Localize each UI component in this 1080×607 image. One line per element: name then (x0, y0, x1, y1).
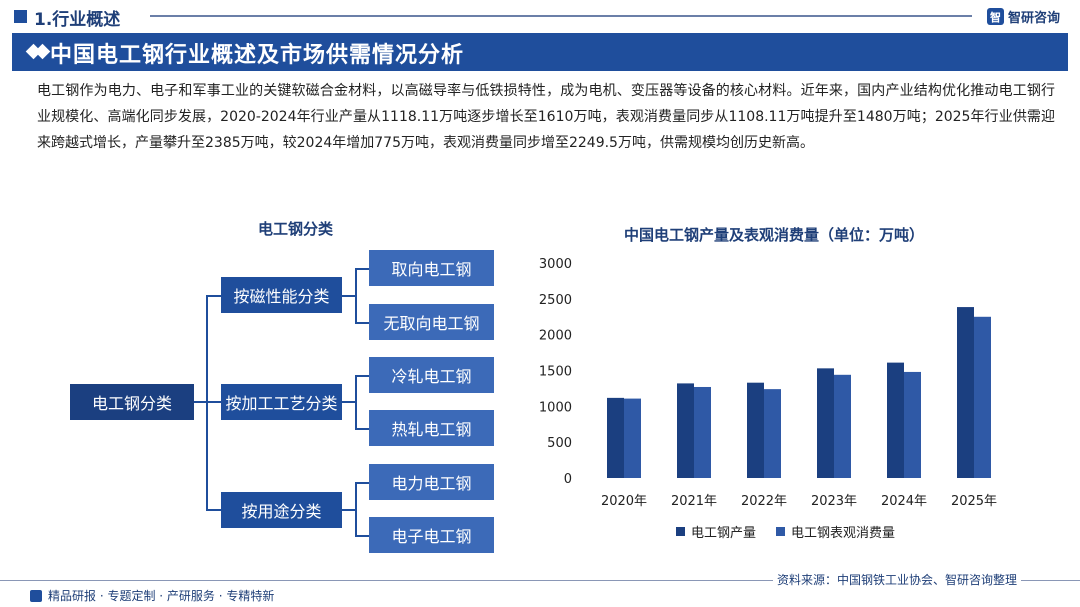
diagram-title: 电工钢分类 (258, 220, 334, 238)
bar-production (957, 307, 974, 478)
x-tick-label: 2023年 (811, 494, 857, 509)
y-tick-label: 500 (547, 436, 572, 451)
legend-label: 电工钢产量 (691, 526, 757, 541)
intro-paragraph: 电工钢作为电力、电子和军事工业的关键软磁合金材料，以高磁导率与低铁损特性，成为电… (37, 83, 1055, 151)
y-tick-label: 2500 (539, 293, 572, 308)
diagram-leaf: 热轧电工钢 (369, 410, 494, 446)
bar-consumption (694, 386, 711, 478)
footer-tagline: 精品研报 · 专题定制 · 产研服务 · 专精特新 (30, 587, 274, 604)
connector (355, 375, 369, 377)
bar-production (747, 382, 764, 478)
chart-title: 中国电工钢产量及表观消费量（单位：万吨） (624, 226, 925, 244)
y-tick-label: 3000 (539, 257, 572, 272)
logo-icon (30, 589, 42, 602)
legend-swatch (776, 527, 786, 536)
diagram-group: 按用途分类 (221, 492, 342, 528)
connector (206, 295, 221, 297)
x-tick-label: 2024年 (881, 494, 927, 509)
connector (355, 428, 369, 430)
diagram-group: 按加工工艺分类 (221, 384, 342, 420)
legend-label: 电工钢表观消费量 (791, 526, 896, 541)
y-tick-label: 1500 (539, 365, 572, 380)
y-tick-label: 1000 (539, 400, 572, 415)
bar-consumption (624, 398, 641, 478)
bar-consumption (764, 389, 781, 478)
footer-text: 精品研报 · 专题定制 · 产研服务 · 专精特新 (48, 589, 275, 603)
bar-production (817, 368, 834, 478)
logo-icon: 智 (987, 8, 1004, 25)
logo-text: 智研咨询 (1008, 11, 1061, 26)
header-divider (150, 15, 972, 17)
connector (206, 401, 221, 403)
diagram-root: 电工钢分类 (70, 384, 194, 420)
x-tick-label: 2022年 (741, 494, 787, 509)
bar-chart: 3000 2500 2000 1500 1000 500 0 2020年 2021年 2022年 2… (539, 257, 997, 509)
diagram-leaf: 取向电工钢 (369, 250, 494, 286)
chart-legend: 电工钢产量 电工钢表观消费量 (676, 522, 895, 541)
connector (194, 401, 207, 403)
page-title: 中国电工钢行业概述及市场供需情况分析 (50, 43, 465, 68)
connector (355, 482, 369, 484)
x-tick-label: 2021年 (671, 494, 717, 509)
bar-consumption (834, 374, 851, 478)
diagram-leaf: 冷轧电工钢 (369, 357, 494, 393)
diagram-group: 按磁性能分类 (221, 277, 342, 313)
diagram-leaf: 电子电工钢 (369, 517, 494, 553)
diagram-leaf: 无取向电工钢 (369, 304, 494, 340)
footer-divider (0, 580, 1080, 581)
connector (355, 322, 369, 324)
y-tick-label: 2000 (539, 329, 572, 344)
connector (206, 509, 221, 511)
connector (342, 509, 356, 511)
x-tick-label: 2025年 (951, 494, 997, 509)
connector (355, 535, 369, 537)
bar-production (677, 383, 694, 478)
connector (355, 268, 357, 324)
connector (342, 401, 356, 403)
diagram-leaf: 电力电工钢 (369, 464, 494, 500)
connector (355, 268, 369, 270)
source-note: 资料来源：中国钢铁工业协会、智研咨询整理 (773, 571, 1022, 588)
section-marker (14, 10, 27, 23)
x-tick-label: 2020年 (601, 494, 647, 509)
bar-production (887, 362, 904, 478)
bar-consumption (974, 316, 991, 478)
connector (355, 482, 357, 536)
legend-swatch (676, 527, 685, 536)
connector (342, 295, 356, 297)
brand-logo: 智 智研咨询 (987, 7, 1060, 26)
connector (355, 375, 357, 429)
bar-production (607, 397, 624, 478)
y-tick-label: 0 (564, 472, 572, 487)
page-banner: 中国电工钢行业概述及市场供需情况分析 (12, 33, 1068, 71)
diamond-icon (34, 43, 51, 60)
section-title: 1.行业概述 (34, 10, 121, 30)
bar-consumption (904, 371, 921, 478)
